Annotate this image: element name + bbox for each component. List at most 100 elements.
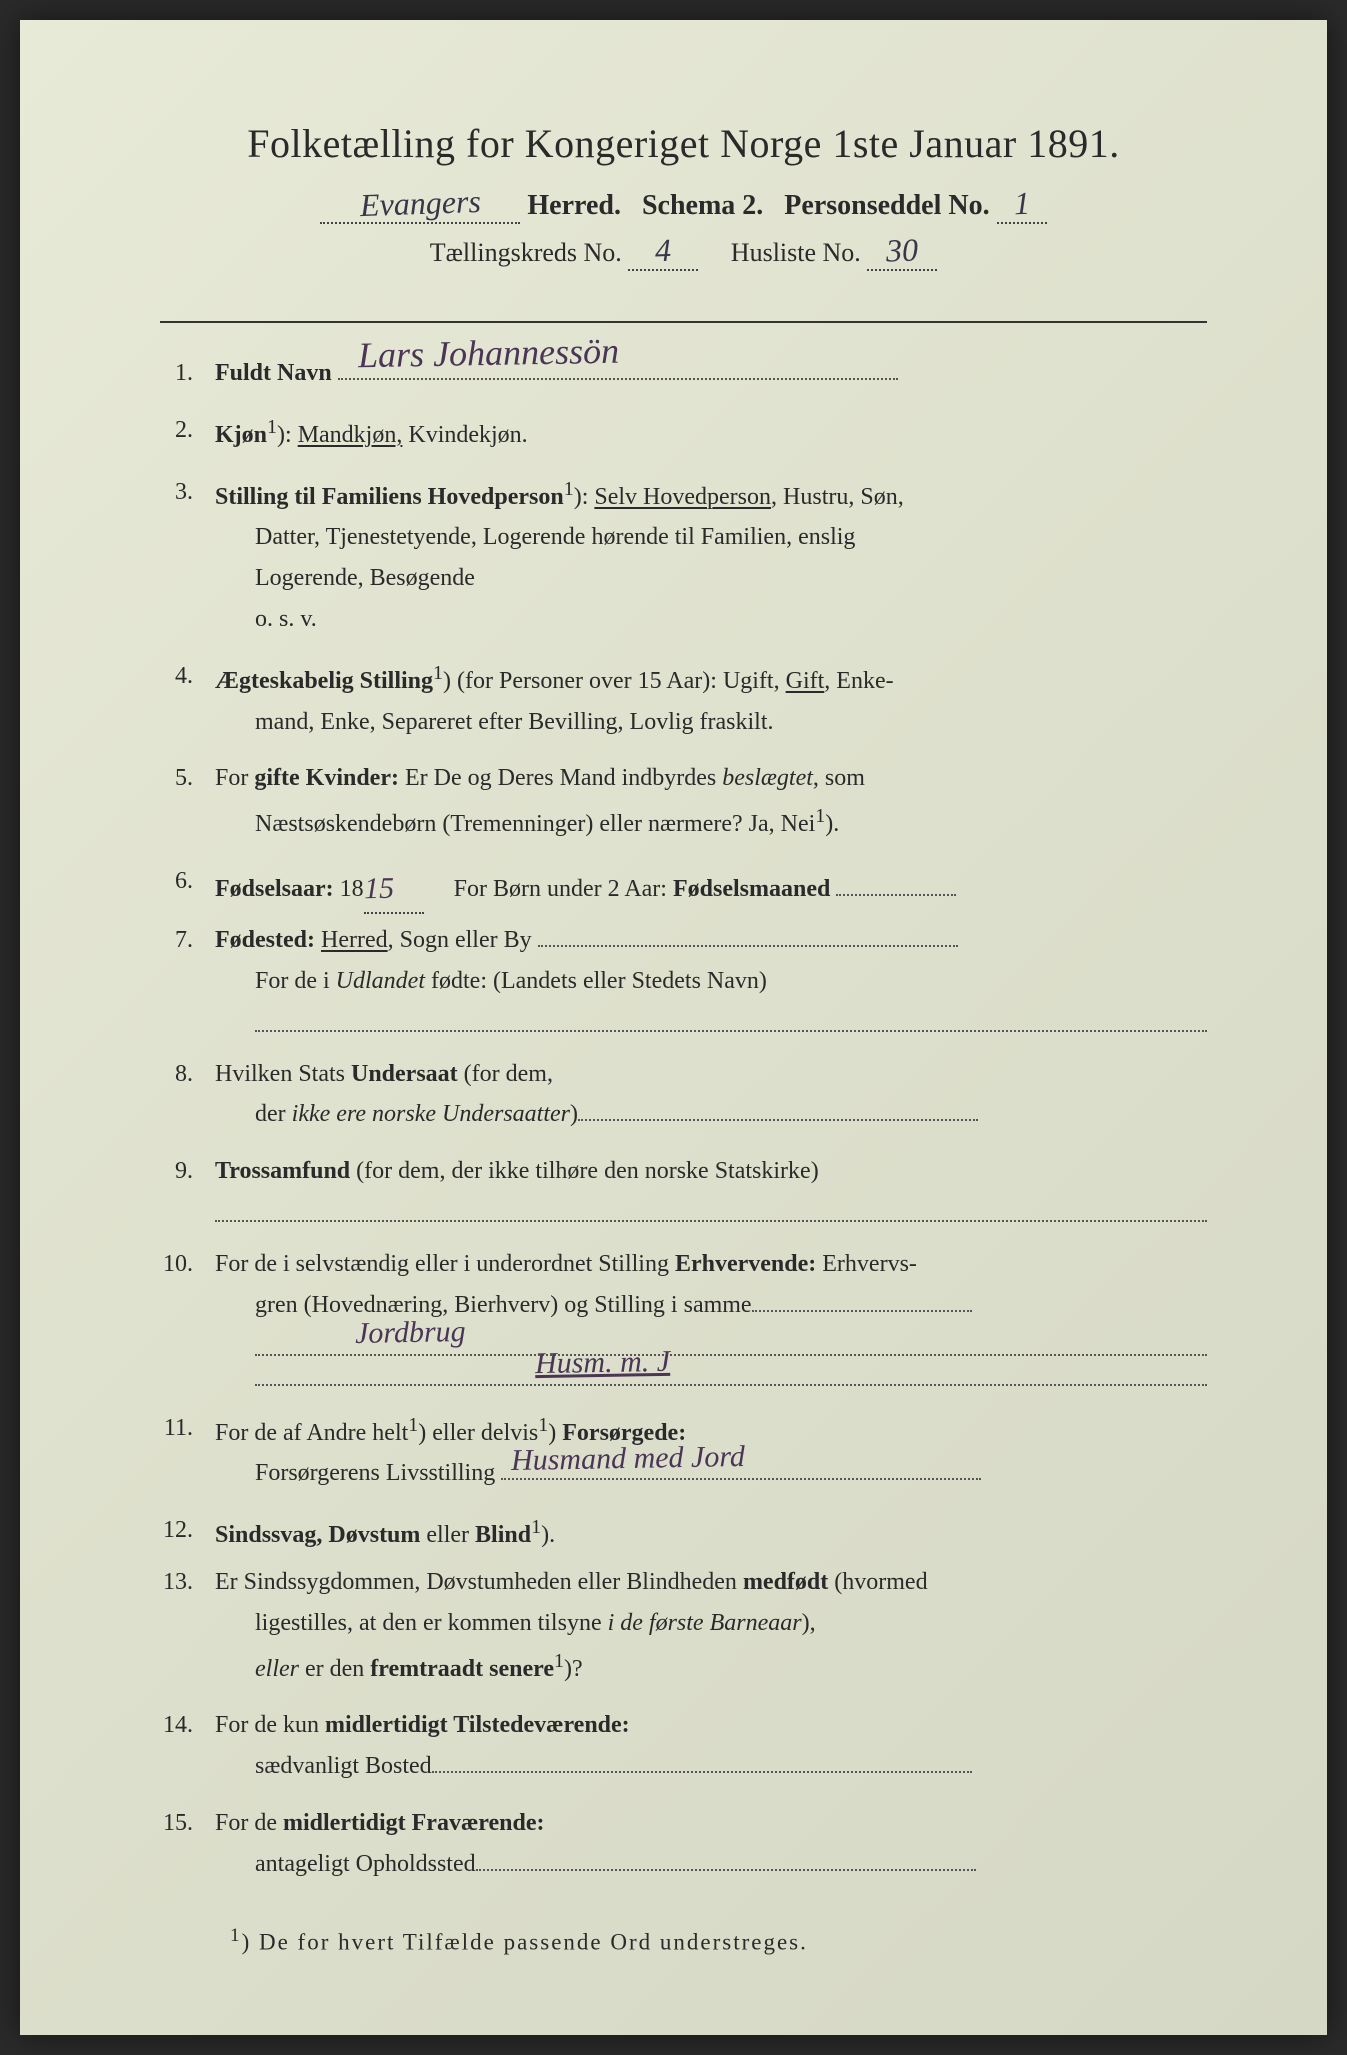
q9-bold: Trossamfund <box>215 1158 350 1184</box>
item-4: 4. Ægteskabelig Stilling1) (for Personer… <box>160 656 1207 743</box>
subtitle-row-1: Evangers Herred. Schema 2. Personseddel … <box>160 185 1207 224</box>
num-12: 12. <box>160 1510 215 1551</box>
q10-bold: Erhvervende: <box>675 1251 816 1277</box>
q11-hw: Husmand med Jord <box>511 1431 746 1486</box>
herred-handwriting: Evangers <box>359 183 481 224</box>
divider <box>160 321 1207 323</box>
q2-label: Kjøn <box>215 422 267 448</box>
q7-l2a: For de i <box>255 968 336 994</box>
q3-rest4: o. s. v. <box>215 599 1207 640</box>
q10-hw1: Jordbrug <box>355 1306 466 1359</box>
q4-rest: , Enke- <box>824 668 893 694</box>
q6-rest: For Børn under 2 Aar: <box>454 876 673 902</box>
q15-bold: midlertidigt Fraværende: <box>283 1810 545 1836</box>
num-10: 10. <box>160 1244 215 1285</box>
q15-l2: antageligt Opholdssted <box>255 1851 476 1877</box>
q15-text: For de <box>215 1810 283 1836</box>
kreds-label: Tællingskreds No. <box>430 238 622 267</box>
q12-bold: Sindssvag, Døvstum <box>215 1522 420 1548</box>
q8-l2b: ikke ere norske Undersaatter <box>292 1101 570 1127</box>
q8-l2a: der <box>255 1101 292 1127</box>
q10-t2: Erhvervs- <box>816 1251 917 1277</box>
footnote-text: ) De for hvert Tilfælde passende Ord und… <box>242 1929 808 1954</box>
q7-herred: Herred <box>321 927 388 953</box>
q9-text: (for dem, der ikke tilhøre den norske St… <box>350 1158 819 1184</box>
num-14: 14. <box>160 1705 215 1746</box>
subtitle-row-2: Tællingskreds No. 4 Husliste No. 30 <box>160 232 1207 271</box>
schema-label: Schema 2. <box>642 190 763 221</box>
item-10: 10. For de i selvstændig eller i underor… <box>160 1244 1207 1392</box>
q6-hw: 15 <box>363 863 394 915</box>
item-8: 8. Hvilken Stats Undersaat (for dem, der… <box>160 1054 1207 1136</box>
q13-t1: Er Sindssygdommen, Døvstumheden eller Bl… <box>215 1569 743 1595</box>
q12-text: eller <box>420 1522 475 1548</box>
q10-t1: For de i selvstændig eller i underordnet… <box>215 1251 675 1277</box>
q2-opt-kvindekjon: Kvindekjøn. <box>408 422 527 448</box>
herred-label: Herred. <box>527 190 621 221</box>
num-5: 5. <box>160 758 215 799</box>
item-3: 3. Stilling til Familiens Hovedperson1):… <box>160 472 1207 640</box>
num-1: 1. <box>160 353 215 394</box>
q10-hw-line1: Jordbrug <box>255 1332 1207 1356</box>
item-14: 14. For de kun midlertidigt Tilstedevære… <box>160 1705 1207 1787</box>
q13-l2c: ), <box>802 1610 816 1636</box>
q3-rest1: , Hustru, Søn, <box>771 484 904 510</box>
q14-bold: midlertidigt Tilstedeværende: <box>325 1712 630 1738</box>
q8-bold: Undersaat <box>351 1061 458 1087</box>
q10-l2: gren (Hovednæring, Bierhverv) og Stillin… <box>255 1292 752 1318</box>
census-form-page: Folketælling for Kongeriget Norge 1ste J… <box>20 20 1327 2035</box>
item-12: 12. Sindssvag, Døvstum eller Blind1). <box>160 1510 1207 1556</box>
q12-bold2: Blind <box>475 1522 531 1548</box>
kreds-no: 4 <box>655 232 672 270</box>
item-2: 2. Kjøn1): Mandkjøn, Kvindekjøn. <box>160 410 1207 456</box>
num-2: 2. <box>160 410 215 451</box>
q6-bold2: Fødselsmaaned <box>673 876 830 902</box>
q7-l2c: fødte: (Landets eller Stedets Navn) <box>425 968 767 994</box>
q13-t2: (hvormed <box>828 1569 927 1595</box>
num-11: 11. <box>160 1408 215 1449</box>
q3-rest3: Logerende, Besøgende <box>215 558 1207 599</box>
q5-ital: beslægtet <box>722 765 813 791</box>
q11-l2: Forsørgerens Livsstilling <box>255 1460 495 1486</box>
personseddel-no: 1 <box>1013 185 1030 223</box>
q7-rest: , Sogn eller By <box>388 927 532 953</box>
q7-blank-line <box>255 1008 1207 1032</box>
q4-gift: Gift <box>786 668 825 694</box>
q10-hw-line2: Husm. m. J <box>255 1362 1207 1386</box>
q13-bold: medfødt <box>743 1569 828 1595</box>
q9-blank-line <box>215 1198 1207 1222</box>
q3-label: Stilling til Familiens Hovedperson <box>215 484 564 510</box>
q7-label: Fødested: <box>215 927 315 953</box>
q13-bold2: fremtraadt senere <box>370 1656 554 1682</box>
item-15: 15. For de midlertidigt Fraværende: anta… <box>160 1803 1207 1885</box>
q8-t1: Hvilken Stats <box>215 1061 351 1087</box>
q13-l2b: i de første Barneaar <box>608 1610 802 1636</box>
page-title: Folketælling for Kongeriget Norge 1ste J… <box>160 120 1207 167</box>
q11-t1: For de af Andre helt <box>215 1420 408 1446</box>
q13-l3a: eller <box>255 1656 299 1682</box>
item-1: 1. Fuldt Navn Lars Johannessön <box>160 353 1207 394</box>
q4-line2: mand, Enke, Separeret efter Bevilling, L… <box>215 702 1207 743</box>
item-6: 6. Fødselsaar: 1815 For Børn under 2 Aar… <box>160 861 1207 914</box>
num-6: 6. <box>160 861 215 902</box>
q3-selv: Selv Hovedperson <box>594 484 771 510</box>
q13-l2a: ligestilles, at den er kommen tilsyne <box>255 1610 608 1636</box>
q2-opt-mandkjon: Mandkjøn, <box>298 422 403 448</box>
num-8: 8. <box>160 1054 215 1095</box>
q6-label: Fødselsaar: <box>215 876 334 902</box>
num-9: 9. <box>160 1151 215 1192</box>
item-5: 5. For gifte Kvinder: Er De og Deres Man… <box>160 758 1207 845</box>
item-11: 11. For de af Andre helt1) eller delvis1… <box>160 1408 1207 1495</box>
q5-line2: Næstsøskendebørn (Tremenninger) eller næ… <box>255 811 815 837</box>
footnote-sup: 1 <box>230 1925 242 1946</box>
num-3: 3. <box>160 472 215 513</box>
q5-text1: Er De og Deres Mand indbyrdes <box>399 765 722 791</box>
husliste-label: Husliste No. <box>731 238 861 267</box>
husliste-no: 30 <box>886 231 919 269</box>
q4-label: Ægteskabelig Stilling <box>215 668 433 694</box>
q14-text: For de kun <box>215 1712 325 1738</box>
q5-text2: , som <box>813 765 865 791</box>
num-15: 15. <box>160 1803 215 1844</box>
q5-bold: gifte Kvinder: <box>254 765 399 791</box>
q10-hw2: Husm. m. J <box>535 1335 671 1388</box>
